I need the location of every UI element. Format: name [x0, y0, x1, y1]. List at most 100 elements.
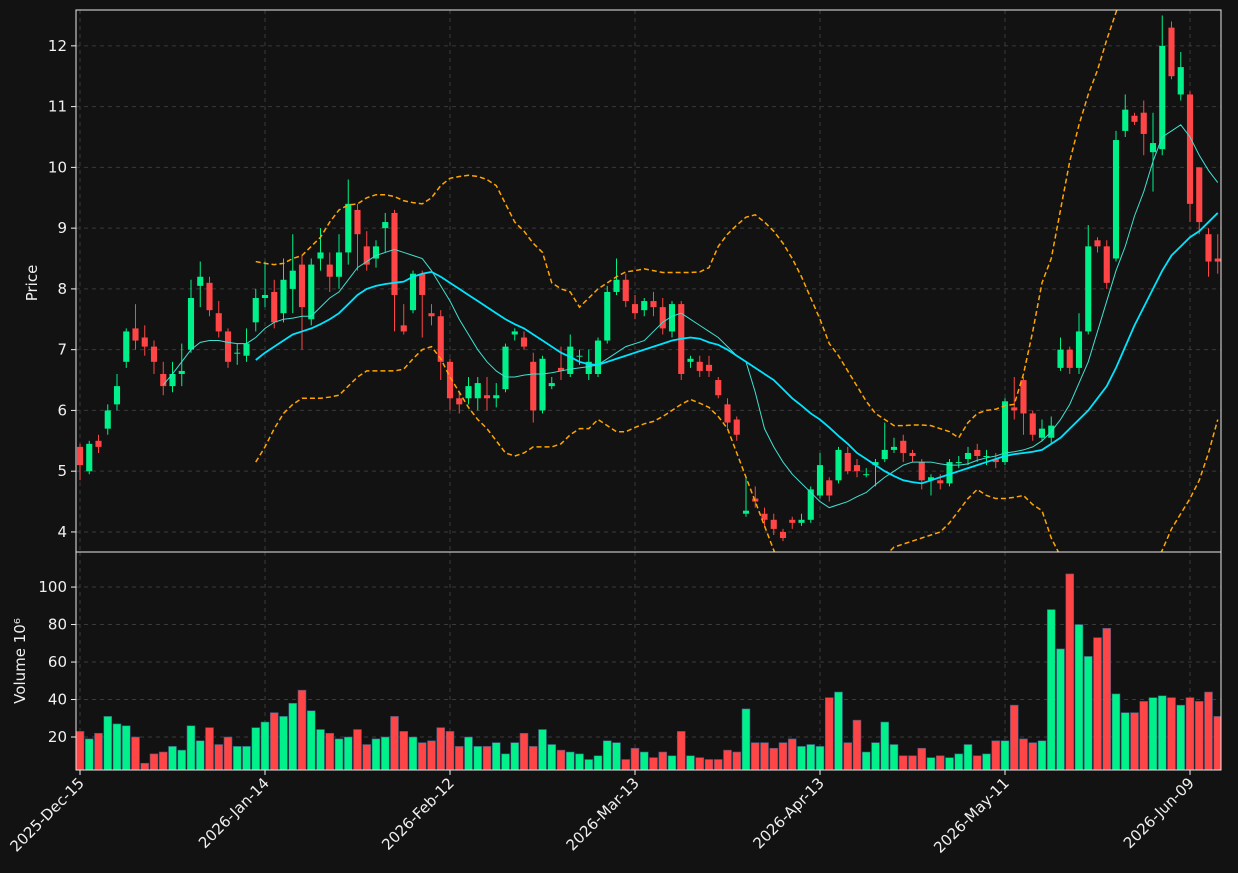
volume-bar	[760, 742, 769, 770]
candle-body	[261, 294, 269, 299]
y-tick-label: 8	[57, 280, 67, 298]
volume-bar	[427, 740, 436, 770]
volume-bar	[1157, 695, 1167, 770]
volume-bar	[131, 736, 140, 770]
candle-body	[243, 343, 250, 356]
volume-bar	[94, 732, 103, 770]
candle-body	[530, 361, 537, 411]
candle-body	[631, 304, 639, 314]
candle-body	[363, 246, 370, 265]
candle-body	[1214, 258, 1221, 262]
volume-bar	[1037, 740, 1047, 770]
volume-bar	[852, 719, 862, 770]
candle-body	[594, 340, 602, 374]
volume-bar	[482, 746, 492, 770]
volume-bar	[1185, 697, 1195, 770]
candle-body	[400, 325, 407, 332]
candle-body	[271, 291, 278, 323]
candle-body	[224, 331, 232, 362]
volume-bar	[565, 751, 575, 770]
overlay-line	[255, 212, 1219, 485]
candle-body	[1038, 428, 1046, 438]
volume-bar	[723, 749, 732, 770]
volume-bar	[399, 731, 409, 770]
volume-bar	[769, 747, 779, 770]
volume-bar	[112, 723, 122, 770]
candle-body	[937, 480, 944, 484]
volume-bar	[1046, 609, 1056, 770]
volume-bar	[871, 742, 880, 770]
volume-bar	[1056, 648, 1065, 770]
volume-bar	[926, 757, 936, 770]
volume-bar	[242, 746, 251, 770]
candle-body	[955, 462, 962, 464]
candle-body	[826, 480, 833, 496]
volume-bar	[1167, 697, 1176, 770]
candle-body	[835, 449, 842, 481]
volume-bar	[528, 746, 538, 770]
candle-body	[1094, 240, 1101, 247]
volume-panel	[76, 573, 1221, 770]
candle-body	[1131, 115, 1138, 122]
volume-bar	[223, 736, 233, 770]
candle-body	[733, 419, 740, 435]
candle-body	[557, 367, 565, 371]
volume-bar	[371, 738, 381, 770]
y-tick-label: 5	[57, 462, 67, 480]
volume-bar	[1093, 637, 1102, 770]
volume-bar	[538, 729, 547, 770]
candle-body	[881, 449, 888, 460]
candle-body	[1112, 140, 1120, 259]
volume-bar	[1102, 627, 1112, 770]
volume-bar	[806, 744, 816, 770]
volume-bar	[824, 697, 834, 770]
volume-bar	[436, 727, 446, 770]
volume-bar	[982, 753, 991, 770]
candle-body	[493, 395, 500, 399]
volume-bar	[861, 751, 871, 770]
candle-body	[335, 252, 343, 277]
volume-bar	[1028, 742, 1038, 770]
volume-frame	[75, 551, 1222, 771]
candle-body	[613, 279, 620, 292]
candle-body	[576, 355, 583, 357]
volume-bar	[454, 746, 464, 770]
candle-body	[1159, 45, 1166, 150]
volume-bar	[1213, 716, 1221, 770]
candle-body	[234, 352, 241, 354]
volume-bar	[186, 725, 196, 770]
volume-bar	[177, 749, 187, 770]
candle-body	[372, 246, 380, 259]
volume-bar	[917, 747, 927, 770]
candle-body	[502, 346, 509, 390]
candle-body	[289, 270, 296, 289]
candle-body	[474, 383, 481, 399]
y-tick-label: 80	[48, 616, 67, 634]
candle-body	[465, 386, 472, 399]
candle-body	[779, 531, 787, 539]
candle-body	[1177, 67, 1184, 95]
volume-axis-label: Volume 10⁶	[11, 618, 29, 704]
candle-body	[585, 361, 592, 374]
volume-bar	[214, 744, 224, 770]
volume-bar	[704, 759, 714, 770]
volume-bar	[168, 746, 177, 770]
y-tick-label: 100	[38, 578, 67, 596]
volume-bar	[797, 746, 806, 770]
candle-body	[1205, 234, 1212, 262]
volume-bar	[343, 736, 353, 770]
volume-bar	[1120, 712, 1130, 770]
volume-bar	[1176, 704, 1186, 770]
y-tick-label: 10	[48, 158, 67, 176]
volume-bar	[362, 744, 372, 770]
candle-body	[548, 383, 555, 387]
candle-body	[715, 380, 722, 396]
volume-bar	[667, 755, 677, 770]
candle-body	[409, 273, 417, 311]
candle-body	[252, 298, 259, 323]
candle-body	[1057, 349, 1064, 368]
candle-body	[863, 474, 870, 476]
candle-body	[641, 301, 648, 311]
candle-body	[872, 462, 879, 466]
